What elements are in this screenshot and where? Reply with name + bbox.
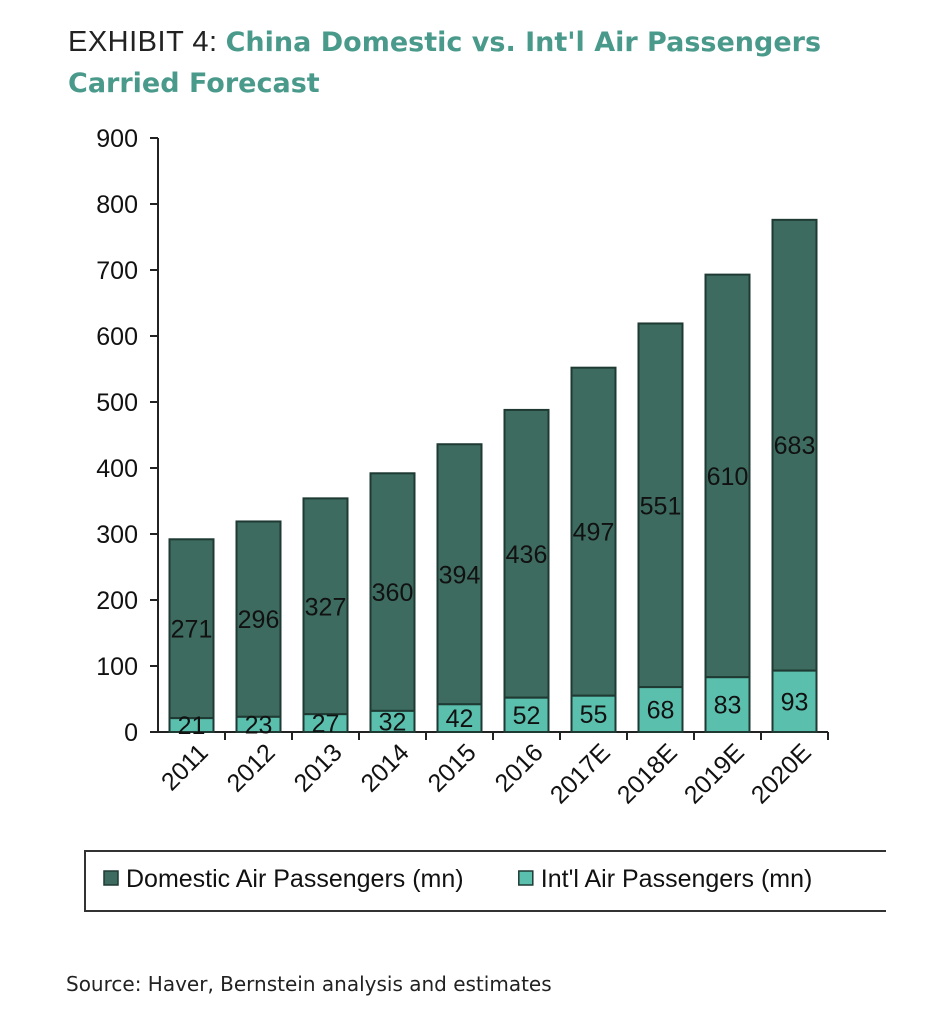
y-tick-label: 700 bbox=[96, 257, 138, 285]
x-tick-label: 2011 bbox=[156, 738, 214, 796]
bar-intl bbox=[235, 715, 282, 734]
x-tick-label: 2015 bbox=[423, 738, 482, 797]
legend bbox=[84, 850, 886, 912]
data-label-domestic: 271 bbox=[171, 616, 213, 644]
bar-domestic bbox=[771, 218, 818, 672]
data-label-intl: 55 bbox=[580, 701, 608, 729]
x-tick-label: 2020E bbox=[746, 738, 817, 809]
bar-domestic bbox=[369, 472, 416, 712]
legend-label: Int'l Air Passengers (mn) bbox=[541, 865, 813, 893]
y-tick-label: 400 bbox=[96, 455, 138, 483]
data-label-intl: 32 bbox=[379, 708, 407, 736]
data-label-domestic: 360 bbox=[372, 579, 414, 607]
x-tick-label: 2012 bbox=[222, 738, 281, 797]
bar-intl bbox=[302, 713, 349, 733]
x-tick-label: 2014 bbox=[356, 738, 415, 797]
data-label-domestic: 683 bbox=[774, 432, 816, 460]
y-tick-label: 0 bbox=[124, 719, 138, 747]
y-tick-label: 900 bbox=[96, 125, 138, 153]
y-tick-label: 500 bbox=[96, 389, 138, 417]
x-tick-label: 2018E bbox=[612, 738, 683, 809]
legend-swatch bbox=[103, 870, 119, 886]
source-note: Source: Haver, Bernstein analysis and es… bbox=[66, 972, 552, 996]
data-label-domestic: 551 bbox=[640, 492, 682, 520]
data-label-intl: 42 bbox=[446, 705, 474, 733]
x-tick-label: 2013 bbox=[289, 738, 348, 797]
data-label-domestic: 436 bbox=[506, 541, 548, 569]
y-tick-label: 600 bbox=[96, 323, 138, 351]
chart-title-text: China Domestic vs. Int'l Air Passengers … bbox=[68, 27, 822, 99]
bar-domestic bbox=[235, 520, 282, 718]
bar-intl bbox=[436, 703, 483, 734]
bar-intl bbox=[168, 717, 215, 734]
data-label-domestic: 327 bbox=[305, 593, 347, 621]
bar-domestic bbox=[503, 408, 550, 699]
y-tick-label: 300 bbox=[96, 521, 138, 549]
bar-domestic bbox=[704, 273, 751, 679]
bar-domestic bbox=[168, 538, 215, 720]
data-label-intl: 83 bbox=[714, 692, 742, 720]
bar-intl bbox=[503, 696, 550, 733]
x-tick-label: 2016 bbox=[490, 738, 549, 797]
data-label-intl: 52 bbox=[513, 702, 541, 730]
data-label-domestic: 497 bbox=[573, 519, 615, 547]
legend-swatch bbox=[518, 870, 534, 886]
bar-intl bbox=[369, 709, 416, 734]
y-tick-label: 100 bbox=[96, 653, 138, 681]
chart-title: EXHIBIT 4: China Domestic vs. Int'l Air … bbox=[68, 22, 888, 104]
data-label-domestic: 610 bbox=[707, 463, 749, 491]
legend-label: Domestic Air Passengers (mn) bbox=[126, 865, 464, 893]
bar-domestic bbox=[302, 497, 349, 716]
x-tick-label: 2019E bbox=[679, 738, 750, 809]
y-tick-label: 200 bbox=[96, 587, 138, 615]
bar-intl bbox=[704, 676, 751, 733]
x-tick-label: 2017E bbox=[545, 738, 616, 809]
exhibit-label: EXHIBIT 4: bbox=[68, 26, 218, 58]
bar-intl bbox=[771, 669, 818, 733]
data-label-intl: 23 bbox=[245, 711, 273, 739]
y-tick-label: 800 bbox=[96, 191, 138, 219]
data-label-intl: 68 bbox=[647, 697, 675, 725]
data-label-domestic: 394 bbox=[439, 561, 481, 589]
data-label-intl: 93 bbox=[781, 688, 809, 716]
bar-intl bbox=[637, 686, 684, 733]
bar-domestic bbox=[436, 443, 483, 706]
data-label-domestic: 296 bbox=[238, 606, 280, 634]
data-label-intl: 21 bbox=[178, 712, 206, 740]
data-label-intl: 27 bbox=[312, 710, 340, 738]
bar-intl bbox=[570, 694, 617, 734]
